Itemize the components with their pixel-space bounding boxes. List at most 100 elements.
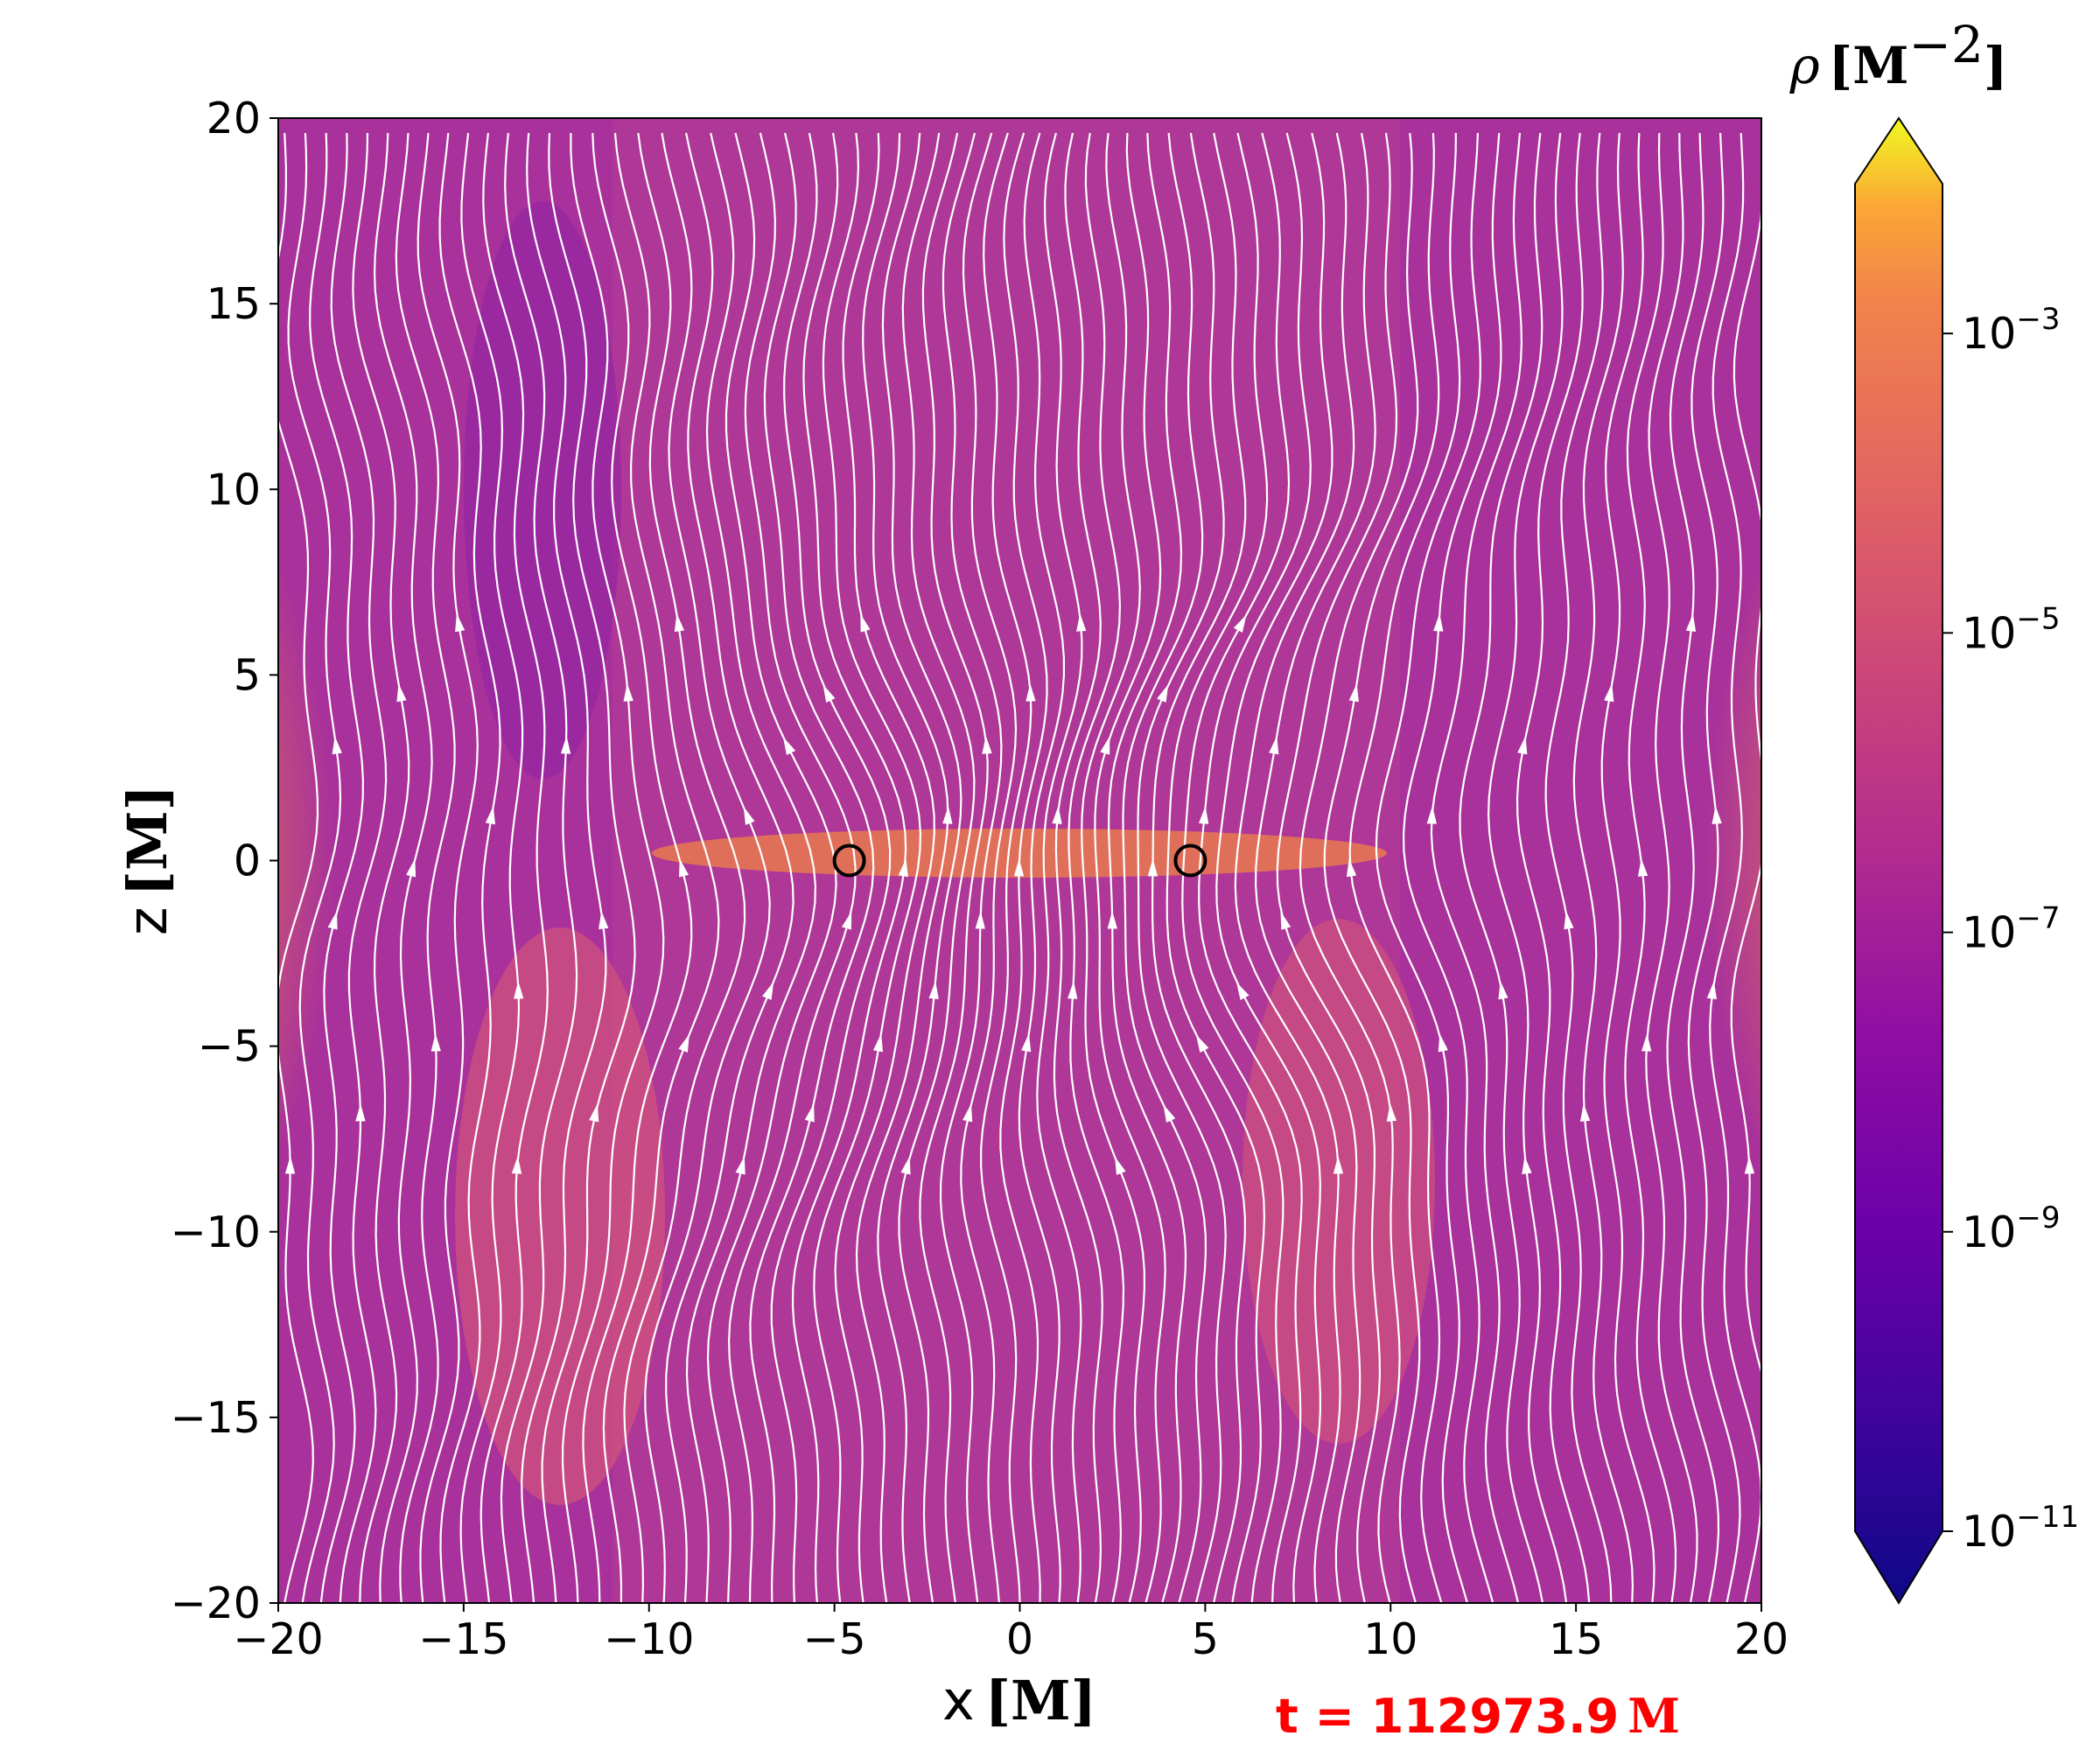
streamline-arrow xyxy=(1021,1033,1032,1053)
colorbar-tick-label: 10−9 xyxy=(1962,1200,2060,1257)
streamline-arrow xyxy=(1498,981,1508,1000)
streamline-arrow xyxy=(1386,1103,1397,1122)
streamline xyxy=(1166,132,1269,1603)
time-annotation: t = 112973.9 M xyxy=(1276,1688,1680,1744)
streamline xyxy=(1487,132,1568,1603)
streamline xyxy=(1254,132,1376,1603)
streamline-arrow xyxy=(679,858,690,878)
streamline-arrow xyxy=(514,981,524,999)
streamline-arrow xyxy=(327,911,338,930)
streamline xyxy=(1687,132,1741,1603)
x-axis-ticks: −20 −15 −10 −5 0 5 10 15 20 xyxy=(233,1603,1788,1664)
streamline-arrow xyxy=(900,1156,911,1175)
streamline xyxy=(287,132,342,1603)
streamline xyxy=(685,132,817,1603)
streamline xyxy=(877,132,962,1603)
streamline xyxy=(1068,132,1125,1603)
black-hole-marker xyxy=(1173,844,1208,878)
streamline-arrow xyxy=(872,1033,884,1053)
streamline-arrow xyxy=(1147,858,1158,877)
streamline-arrow xyxy=(430,1033,441,1052)
streamline-arrow xyxy=(1685,613,1697,633)
streamline-arrow xyxy=(1712,806,1722,824)
y-tick-label: −20 xyxy=(171,1578,261,1628)
y-tick-label: 10 xyxy=(206,465,261,514)
streamline xyxy=(1276,132,1398,1603)
colorbar-body xyxy=(1854,116,1943,1605)
colorbar-tick-label: 10−7 xyxy=(1962,901,2060,958)
streamline xyxy=(330,132,388,1603)
y-tick-label: 20 xyxy=(206,94,261,144)
streamline xyxy=(602,132,720,1603)
streamline xyxy=(1430,132,1523,1603)
x-axis-label: x [M] xyxy=(942,1669,1096,1732)
x-tick-label: 20 xyxy=(1734,1614,1788,1664)
streamline-arrow xyxy=(1269,736,1279,755)
streamline-arrow xyxy=(1438,1033,1448,1053)
streamline xyxy=(979,132,1032,1603)
streamline-arrow xyxy=(284,1156,296,1174)
streamline-arrow xyxy=(822,684,836,703)
black-hole-marker xyxy=(832,844,866,878)
streamline-arrow xyxy=(455,613,466,633)
streamline xyxy=(416,132,479,1603)
streamline-arrow xyxy=(1052,806,1062,824)
streamline xyxy=(1094,132,1166,1603)
streamline xyxy=(855,132,949,1603)
y-tick-label: 5 xyxy=(234,650,261,700)
streamline xyxy=(1402,132,1502,1603)
streamline xyxy=(1459,132,1544,1603)
streamline xyxy=(919,132,989,1603)
colorbar-ticks: 10−3 10−5 10−7 10−9 10−11 xyxy=(1942,302,2079,1557)
streamline-arrow xyxy=(1115,1156,1126,1175)
y-tick-label: −5 xyxy=(198,1022,261,1072)
streamline xyxy=(1215,132,1334,1603)
streamline-arrow xyxy=(1426,806,1437,824)
streamline xyxy=(898,132,976,1603)
x-tick-label: 10 xyxy=(1363,1614,1418,1664)
streamline-arrow xyxy=(1013,858,1025,877)
streamline xyxy=(960,132,1018,1603)
streamlines xyxy=(278,132,1761,1603)
streamline xyxy=(1036,132,1083,1603)
streamline xyxy=(561,133,665,1603)
streamline-arrow xyxy=(1346,858,1357,878)
y-tick-label: 15 xyxy=(206,279,261,329)
streamline-arrow xyxy=(1100,736,1110,755)
streamline-arrow xyxy=(396,683,407,703)
streamline-arrow xyxy=(962,1103,973,1123)
streamline xyxy=(1053,132,1103,1603)
x-tick-label: −10 xyxy=(604,1614,694,1664)
streamline-arrow xyxy=(1348,683,1359,703)
streamline-arrow xyxy=(1333,1156,1344,1174)
streamline-arrow xyxy=(898,858,908,878)
density-field xyxy=(278,118,1761,1603)
colorbar-tick-label: 10−5 xyxy=(1962,601,2060,658)
streamline-arrow xyxy=(1076,613,1087,632)
streamline-arrow xyxy=(1642,1033,1652,1052)
y-tick-label: −10 xyxy=(171,1208,261,1257)
streamline xyxy=(813,132,922,1603)
streamline xyxy=(500,132,578,1603)
streamline-arrow xyxy=(1744,1156,1755,1174)
streamline xyxy=(770,132,892,1603)
x-tick-label: 0 xyxy=(1006,1614,1033,1664)
streamline-arrow xyxy=(355,1103,366,1122)
streamline xyxy=(309,132,365,1603)
streamline-arrow xyxy=(1706,981,1718,1000)
streamline-arrow xyxy=(1068,981,1078,999)
streamline-arrow xyxy=(804,1103,815,1123)
y-tick-label: 0 xyxy=(234,836,261,886)
streamline xyxy=(834,132,935,1603)
streamline xyxy=(623,132,746,1603)
streamline-arrow xyxy=(942,806,953,824)
streamline-arrow xyxy=(1564,911,1574,930)
streamline-arrow xyxy=(1604,683,1614,703)
streamline xyxy=(644,132,771,1603)
streamline xyxy=(1645,132,1698,1603)
streamline xyxy=(352,132,410,1603)
streamline-arrow xyxy=(678,1033,690,1053)
streamline xyxy=(665,132,794,1603)
x-tick-label: −15 xyxy=(418,1614,508,1664)
